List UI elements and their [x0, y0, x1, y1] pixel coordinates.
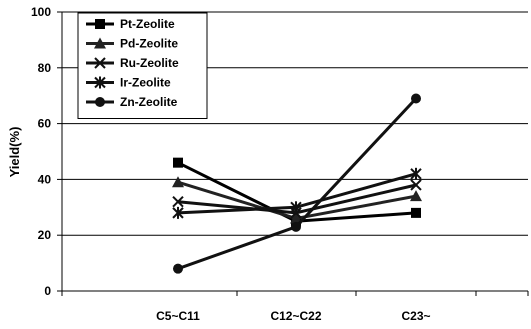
y-tick-label: 80 — [38, 61, 52, 75]
legend-marker — [94, 57, 106, 69]
legend-marker — [94, 37, 106, 49]
legend-label: Ir-Zeolite — [120, 76, 171, 90]
data-point — [173, 263, 183, 274]
y-axis-label: Yield(%) — [7, 127, 22, 178]
y-tick-label: 0 — [44, 284, 51, 298]
legend-label: Ru-Zeolite — [120, 56, 179, 70]
data-point — [410, 179, 422, 191]
y-tick-label: 100 — [31, 5, 51, 19]
legend-item: Zn-Zeolite — [86, 95, 178, 109]
x-tick-label: C12~C22 — [270, 309, 321, 323]
data-point — [291, 221, 301, 232]
legend-marker — [95, 19, 105, 29]
data-point — [173, 157, 183, 168]
data-point — [172, 206, 184, 219]
data-point — [290, 201, 302, 214]
data-point — [411, 207, 421, 218]
legend: Pt-Zeolite Pd-Zeolite Ru-Zeolite Ir-Zeolite… — [77, 12, 208, 119]
data-point — [172, 176, 184, 188]
data-point — [411, 93, 421, 104]
x-tick-label: C5~C11 — [156, 309, 200, 323]
y-tick-label: 20 — [38, 228, 52, 242]
legend-label: Zn-Zeolite — [120, 95, 178, 109]
legend-item: Ru-Zeolite — [86, 56, 179, 70]
legend-item: Ir-Zeolite — [86, 76, 171, 90]
y-tick-label: 60 — [38, 117, 52, 131]
legend-label: Pt-Zeolite — [120, 17, 175, 31]
y-tick-label: 40 — [38, 172, 52, 186]
series — [172, 93, 422, 274]
x-tick-label: C23~ — [401, 309, 430, 323]
legend-item: Pd-Zeolite — [86, 37, 178, 51]
data-point — [410, 167, 422, 180]
data-point — [410, 190, 422, 202]
legend-marker — [94, 76, 106, 89]
series-ir-zeolite — [172, 167, 422, 219]
legend-label: Pd-Zeolite — [120, 37, 178, 51]
series-pd-zeolite — [172, 176, 422, 224]
legend-item: Pt-Zeolite — [86, 17, 175, 31]
series-zn-zeolite — [173, 93, 421, 274]
data-point — [172, 196, 184, 208]
legend-marker — [95, 97, 105, 107]
data-point — [290, 212, 302, 224]
axes: 0 20 40 60 80 100 C5~C11 C12~C22 C23~ — [31, 5, 529, 323]
